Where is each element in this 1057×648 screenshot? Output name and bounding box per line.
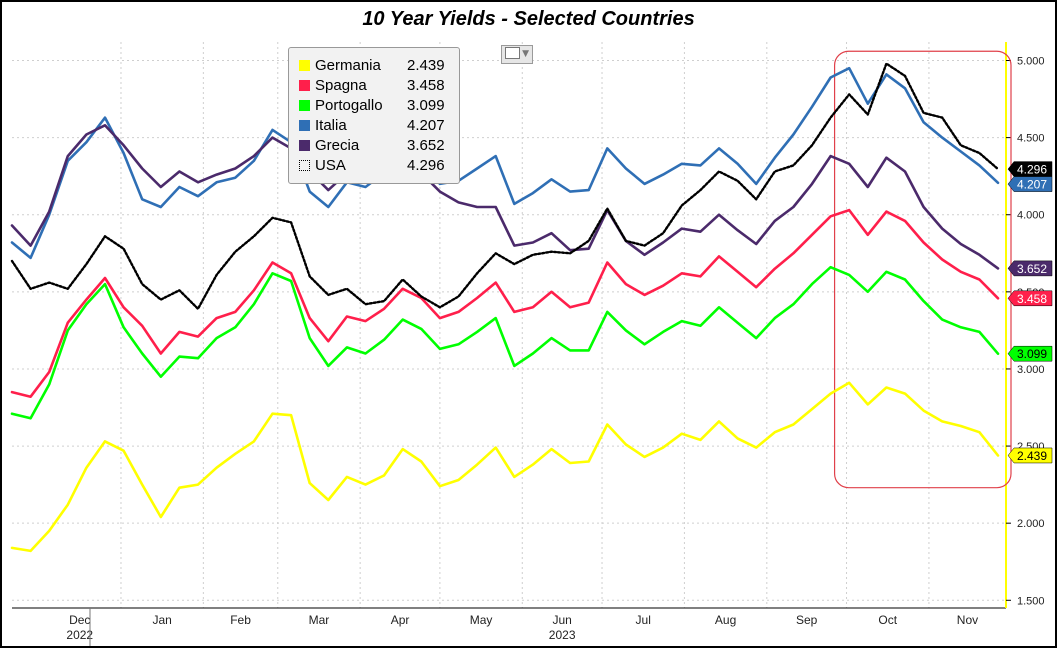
legend-item-italia: Italia 4.207 xyxy=(299,116,459,136)
value-tag-box xyxy=(1007,290,1053,307)
x-year-label: 2023 xyxy=(549,628,576,642)
legend-name: Spagna xyxy=(315,77,367,94)
value-tag-text: 4.296 xyxy=(1017,163,1047,177)
series-line-portogallo xyxy=(10,265,1000,420)
legend-item-germania: Germania 2.439 xyxy=(299,56,459,76)
value-tag-text: 4.207 xyxy=(1017,178,1047,192)
x-tick-label: Jul xyxy=(636,613,651,627)
highlight-box xyxy=(833,50,1012,489)
x-tick-label: Feb xyxy=(230,613,251,627)
x-tick-label: Nov xyxy=(957,613,978,627)
value-tag-text: 3.458 xyxy=(1017,292,1047,306)
x-tick-label: Dec xyxy=(69,613,90,627)
legend-name: Germania xyxy=(315,57,381,74)
legend-name: Portogallo xyxy=(315,97,383,114)
value-tag-germania: 2.439 xyxy=(1007,447,1053,464)
value-tag-box xyxy=(1007,260,1053,277)
legend-name: Grecia xyxy=(315,137,360,154)
series-layer xyxy=(10,62,1000,553)
legend-swatch xyxy=(299,139,310,151)
legend-swatch xyxy=(299,79,310,91)
x-tick-label: Aug xyxy=(715,613,736,627)
y-tick-label: 3.000 xyxy=(1017,364,1045,376)
legend-item-grecia: Grecia 3.652 xyxy=(299,136,459,156)
legend-value: 3.652 xyxy=(407,137,445,154)
series-line-usa xyxy=(10,62,1000,310)
y-tick-label: 5.000 xyxy=(1017,56,1045,68)
legend-value: 3.099 xyxy=(407,97,445,114)
x-year-label: 2022 xyxy=(66,628,93,642)
value-tag-box xyxy=(1007,345,1053,362)
value-tag-box xyxy=(1007,161,1053,177)
chart-title: 10 Year Yields - Selected Countries xyxy=(362,8,695,30)
legend-swatch xyxy=(299,99,310,111)
value-tag-usa: 4.296 xyxy=(1007,161,1053,177)
value-tag-text: 2.439 xyxy=(1017,449,1047,463)
value-tag-box xyxy=(1007,176,1053,192)
series-line-italia xyxy=(10,66,1000,260)
y-tick-label: 1.500 xyxy=(1017,595,1045,607)
legend-name: Italia xyxy=(315,117,347,134)
value-tag-spagna: 3.458 xyxy=(1007,290,1053,307)
x-tick-label: Apr xyxy=(391,613,410,627)
value-tag-text: 3.652 xyxy=(1017,262,1047,276)
legend-name: USA xyxy=(315,157,346,174)
x-tick-label: Jan xyxy=(152,613,171,627)
legend-swatch xyxy=(299,119,310,131)
chevron-down-icon: ▼ xyxy=(522,49,529,59)
legend-swatch xyxy=(299,59,310,71)
line-chart-icon xyxy=(505,47,520,59)
legend-item-usa: USA 4.296 xyxy=(299,156,459,176)
legend-value: 3.458 xyxy=(407,77,445,94)
legend: Germania 2.439 Spagna 3.458 Portogallo 3.099 I… xyxy=(288,47,460,184)
x-tick-label: May xyxy=(470,613,493,627)
series-line-germania xyxy=(10,381,1000,553)
highlight-layer xyxy=(833,50,1012,489)
x-tick-label: Oct xyxy=(878,613,897,627)
value-tag-text: 3.099 xyxy=(1017,347,1047,361)
legend-value: 2.439 xyxy=(407,57,445,74)
value-tag-box xyxy=(1007,447,1053,464)
grid-layer xyxy=(12,42,1006,608)
series-line-grecia xyxy=(10,124,1000,270)
value-tag-grecia: 3.652 xyxy=(1007,260,1053,277)
legend-value: 4.207 xyxy=(407,117,445,134)
x-tick-label: Jun xyxy=(552,613,571,627)
legend-item-spagna: Spagna 3.458 xyxy=(299,76,459,96)
legend-swatch xyxy=(299,159,310,171)
value-tag-italia: 4.207 xyxy=(1007,176,1053,192)
legend-item-portogallo: Portogallo 3.099 xyxy=(299,96,459,116)
y-tick-label: 4.500 xyxy=(1017,133,1045,145)
x-tick-label: Mar xyxy=(309,613,330,627)
value-tag-portogallo: 3.099 xyxy=(1007,345,1053,362)
legend-value: 4.296 xyxy=(407,157,445,174)
series-line-spagna xyxy=(10,208,1000,399)
y-tick-label: 2.000 xyxy=(1017,518,1045,530)
y-tick-label: 4.000 xyxy=(1017,210,1045,222)
chart-type-button[interactable]: ▼ xyxy=(501,45,533,64)
x-tick-label: Sep xyxy=(796,613,818,627)
